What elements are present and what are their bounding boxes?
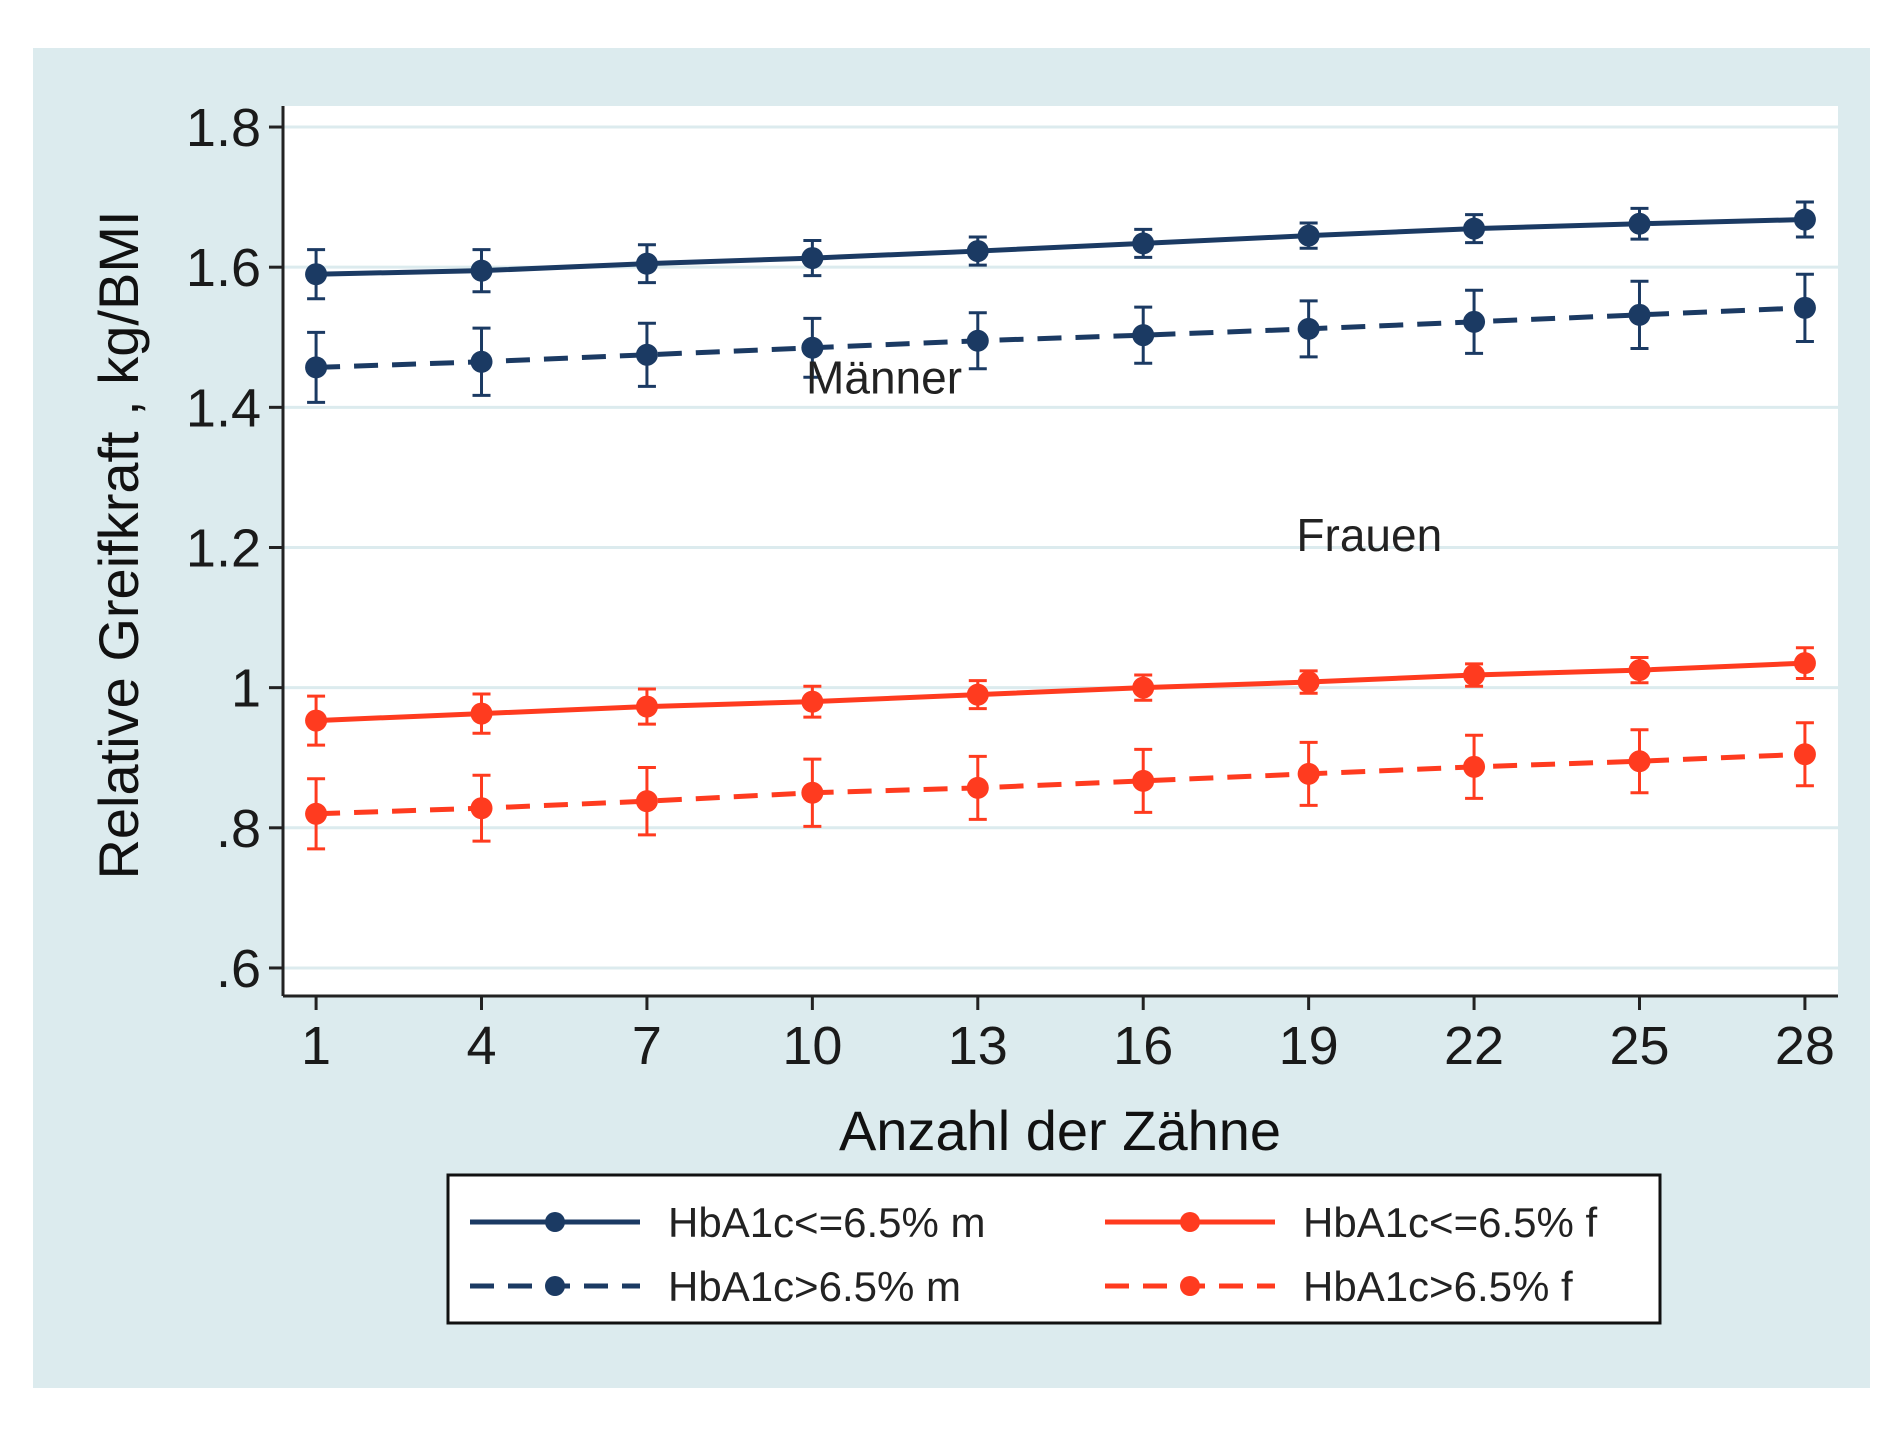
legend-marker-3 bbox=[1180, 1276, 1200, 1296]
y-tick-label-5: 1.6 bbox=[186, 238, 261, 298]
annotations: Männer Frauen bbox=[806, 351, 1442, 561]
data-point-3-5 bbox=[1132, 769, 1155, 792]
legend-marker-2 bbox=[1180, 1212, 1200, 1232]
legend-label-3: HbA1c>6.5% f bbox=[1303, 1263, 1573, 1310]
x-tick-label-3: 10 bbox=[782, 1016, 842, 1076]
legend-label-0: HbA1c<=6.5% m bbox=[668, 1199, 986, 1246]
data-point-0-1 bbox=[470, 259, 493, 282]
x-tick-label-9: 28 bbox=[1775, 1016, 1835, 1076]
legend-item-2: HbA1c<=6.5% f bbox=[1105, 1199, 1598, 1246]
data-point-1-4 bbox=[966, 329, 989, 352]
y-tick-label-2: 1 bbox=[231, 659, 261, 719]
series-line-2 bbox=[315, 660, 1806, 724]
series-line-0 bbox=[316, 217, 1805, 277]
x-axis-title: Anzahl der Zähne bbox=[839, 1099, 1281, 1162]
legend-marker-1 bbox=[545, 1276, 565, 1296]
data-point-3-6 bbox=[1297, 762, 1320, 785]
legend-item-1: HbA1c>6.5% m bbox=[470, 1263, 961, 1310]
series-3 bbox=[305, 721, 1816, 851]
gridlines bbox=[283, 125, 1838, 970]
data-point-2-3 bbox=[801, 690, 824, 713]
annotation-0: Männer bbox=[806, 351, 962, 403]
legend-items: HbA1c<=6.5% m HbA1c>6.5% m HbA1c<=6.5% f Hb… bbox=[470, 1199, 1598, 1310]
x-axis-ticks: 1 4 7 10 13 16 19 22 25 28 bbox=[301, 996, 1835, 1076]
x-tick-label-5: 16 bbox=[1113, 1016, 1173, 1076]
data-point-2-5 bbox=[1132, 676, 1155, 699]
legend: HbA1c<=6.5% m HbA1c>6.5% m HbA1c<=6.5% f Hb… bbox=[446, 1173, 1662, 1325]
series-1 bbox=[305, 272, 1816, 404]
data-point-2-4 bbox=[966, 683, 989, 706]
data-point-3-3 bbox=[801, 781, 824, 804]
data-point-3-4 bbox=[966, 776, 989, 799]
y-tick-label-0: .6 bbox=[216, 939, 261, 999]
data-point-2-1 bbox=[470, 702, 493, 725]
data-point-0-2 bbox=[635, 252, 658, 275]
data-point-2-9 bbox=[1793, 652, 1816, 675]
data-point-0-5 bbox=[1132, 232, 1155, 255]
series-2 bbox=[305, 646, 1816, 747]
data-point-3-2 bbox=[635, 790, 658, 813]
series-line-1 bbox=[316, 305, 1806, 370]
data-point-0-3 bbox=[801, 247, 824, 270]
legend-box bbox=[446, 1173, 1662, 1325]
data-point-1-5 bbox=[1132, 324, 1155, 347]
data-point-2-7 bbox=[1463, 664, 1486, 687]
legend-marker-0 bbox=[545, 1212, 565, 1232]
annotation-1: Frauen bbox=[1296, 509, 1442, 561]
data-point-1-3 bbox=[801, 336, 824, 359]
series-0 bbox=[305, 200, 1816, 301]
data-point-1-1 bbox=[470, 350, 493, 373]
x-tick-label-0: 1 bbox=[301, 1016, 331, 1076]
data-point-1-8 bbox=[1628, 303, 1651, 326]
data-point-1-6 bbox=[1297, 317, 1320, 340]
legend-item-0: HbA1c<=6.5% m bbox=[470, 1199, 986, 1246]
x-tick-label-1: 4 bbox=[466, 1016, 496, 1076]
data-point-3-1 bbox=[470, 797, 493, 820]
x-tick-label-2: 7 bbox=[632, 1016, 662, 1076]
data-point-3-0 bbox=[305, 802, 328, 825]
data-point-3-7 bbox=[1463, 755, 1486, 778]
x-tick-label-4: 13 bbox=[948, 1016, 1008, 1076]
legend-item-3: HbA1c>6.5% f bbox=[1105, 1263, 1573, 1310]
y-tick-label-3: 1.2 bbox=[186, 518, 261, 578]
y-axis-ticks: .6 .8 1 1.2 1.4 1.6 1.8 bbox=[186, 98, 283, 999]
data-point-2-2 bbox=[635, 695, 658, 718]
series-group bbox=[305, 200, 1816, 851]
plot-area bbox=[283, 106, 1838, 996]
data-point-0-4 bbox=[966, 240, 989, 263]
series-line-3 bbox=[316, 751, 1806, 817]
data-point-3-9 bbox=[1793, 743, 1816, 766]
data-point-0-9 bbox=[1793, 208, 1816, 231]
data-point-3-8 bbox=[1628, 750, 1651, 773]
legend-label-2: HbA1c<=6.5% f bbox=[1303, 1199, 1598, 1246]
y-axis-title: Relative Greifkraft , kg/BMI bbox=[87, 210, 150, 879]
y-tick-label-6: 1.8 bbox=[186, 98, 261, 158]
y-tick-label-4: 1.4 bbox=[186, 378, 261, 438]
data-point-1-0 bbox=[305, 356, 328, 379]
data-point-1-2 bbox=[635, 343, 658, 366]
x-tick-label-8: 25 bbox=[1609, 1016, 1669, 1076]
y-tick-label-1: .8 bbox=[216, 799, 261, 859]
x-tick-label-6: 19 bbox=[1279, 1016, 1339, 1076]
data-point-1-9 bbox=[1793, 296, 1816, 319]
data-point-1-7 bbox=[1463, 310, 1486, 333]
data-point-2-6 bbox=[1297, 671, 1320, 694]
data-point-0-8 bbox=[1628, 212, 1651, 235]
data-point-0-6 bbox=[1297, 224, 1320, 247]
data-point-0-7 bbox=[1463, 217, 1486, 240]
legend-label-1: HbA1c>6.5% m bbox=[668, 1263, 961, 1310]
x-tick-label-7: 22 bbox=[1444, 1016, 1504, 1076]
data-point-0-0 bbox=[305, 263, 328, 286]
data-point-2-8 bbox=[1628, 659, 1651, 682]
data-point-2-0 bbox=[305, 709, 328, 732]
